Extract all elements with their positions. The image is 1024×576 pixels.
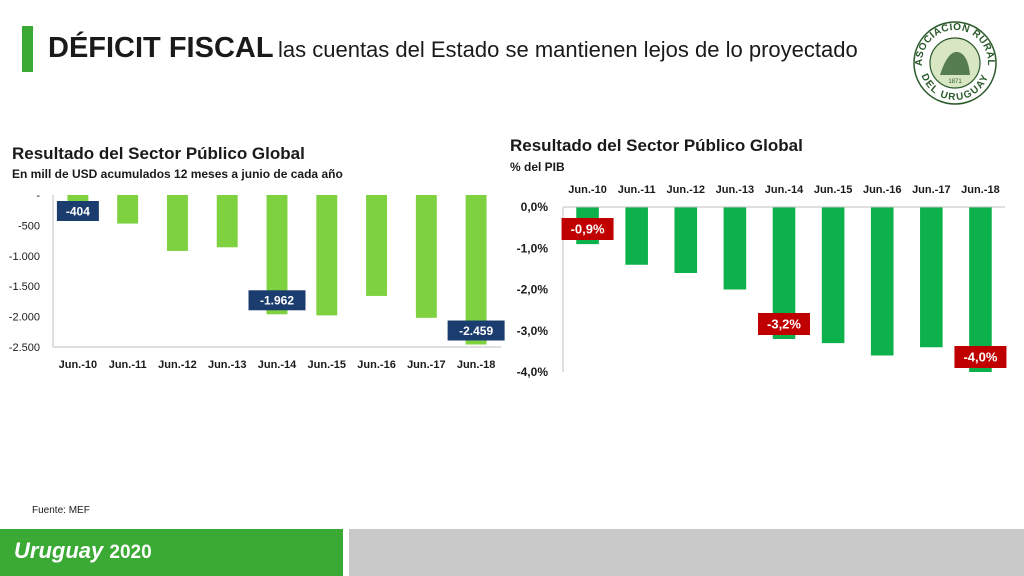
left-x-tick-label: Jun.-15 [308, 359, 347, 371]
right-y-tick-label: -4,0% [517, 365, 549, 379]
right-bar-jun-13 [723, 207, 747, 290]
right-x-tick-label: Jun.-16 [863, 184, 902, 196]
page-title: DÉFICIT FISCAL las cuentas del Estado se… [48, 32, 858, 65]
left-x-tick-label: Jun.-10 [59, 359, 98, 371]
right-y-tick-label: -2,0% [517, 283, 549, 297]
right-x-tick-label: Jun.-14 [765, 184, 804, 196]
right-x-tick-label: Jun.-15 [814, 184, 853, 196]
right-x-tick-label: Jun.-18 [961, 184, 1000, 196]
left-data-label-box [447, 320, 505, 341]
left-bar-jun-13 [216, 195, 238, 248]
right-bar-jun-18 [969, 207, 992, 372]
footer-brand-band [0, 529, 343, 576]
footer-brand: Uruguay 2020 [14, 538, 152, 564]
right-x-tick-label: Jun.-13 [716, 184, 755, 196]
left-x-tick-label: Jun.-12 [158, 359, 197, 371]
seal-figure-icon [940, 51, 970, 75]
left-bar-jun-15 [316, 195, 338, 316]
left-bar-jun-17 [415, 195, 437, 318]
right-chart-title: Resultado del Sector Público Global [510, 136, 803, 155]
footer-gray-band [349, 529, 1024, 576]
footer-brand-name: Uruguay [14, 538, 104, 563]
seal-logo: ASOCIACION RURAL DEL URUGUAY 1871 [913, 21, 997, 105]
left-x-tick-label: Jun.-14 [258, 359, 297, 371]
right-data-label-box [954, 346, 1007, 368]
page-title-bold: DÉFICIT FISCAL [48, 32, 274, 64]
right-y-tick-label: 0,0% [521, 200, 549, 214]
seal-logo-year: 1871 [948, 79, 962, 85]
right-bar-jun-17 [920, 207, 943, 348]
left-bar-jun-18 [465, 195, 487, 345]
left-x-tick-label: Jun.-18 [457, 359, 496, 371]
left-bar-jun-14 [266, 195, 288, 315]
right-data-label: -3,2% [767, 317, 801, 332]
right-bar-jun-15 [821, 207, 845, 344]
left-x-tick-label: Jun.-13 [208, 359, 247, 371]
left-bar-jun-11 [117, 195, 139, 224]
left-y-tick-label: -2.500 [9, 342, 40, 354]
source-note: Fuente: MEF [32, 505, 90, 516]
right-y-tick-label: -3,0% [517, 324, 549, 338]
right-x-tick-label: Jun.-10 [568, 184, 607, 196]
page-title-subtitle: las cuentas del Estado se mantienen lejo… [278, 37, 858, 62]
left-bar-jun-16 [366, 195, 388, 296]
left-bar-jun-12 [166, 195, 188, 251]
left-chart-title: Resultado del Sector Público Global [12, 144, 305, 163]
right-chart-subtitle: % del PIB [510, 160, 565, 174]
right-data-label-box [561, 218, 614, 240]
left-x-tick-label: Jun.-16 [357, 359, 396, 371]
footer-brand-year: 2020 [109, 542, 152, 563]
left-y-tick-label: -500 [18, 220, 40, 232]
right-bar-jun-14 [772, 207, 796, 339]
left-data-label: -1.962 [260, 294, 294, 308]
left-x-tick-label: Jun.-17 [407, 359, 446, 371]
left-y-tick-label: -1.500 [9, 281, 40, 293]
right-bar-jun-16 [870, 207, 894, 356]
left-data-label: -2.459 [459, 324, 493, 338]
left-data-label-box [56, 201, 99, 221]
right-bar-jun-11 [625, 207, 648, 265]
right-y-tick-label: -1,0% [517, 241, 549, 255]
left-y-tick-label: -1.000 [9, 251, 40, 263]
right-data-label-box [758, 313, 810, 335]
left-y-tick-label: - [36, 190, 40, 202]
left-data-label-box [248, 290, 306, 311]
left-data-label: -404 [66, 204, 90, 218]
left-x-tick-label: Jun.-11 [109, 359, 147, 371]
right-x-tick-label: Jun.-17 [912, 184, 951, 196]
right-x-tick-label: Jun.-12 [667, 184, 706, 196]
right-data-label: -4,0% [963, 350, 997, 365]
right-bar-jun-12 [674, 207, 698, 273]
left-chart-subtitle: En mill de USD acumulados 12 meses a jun… [12, 167, 343, 181]
right-data-label: -0,9% [571, 222, 605, 237]
right-x-tick-label: Jun.-11 [618, 184, 656, 196]
left-y-tick-label: -2.000 [9, 312, 40, 324]
title-accent-bar [22, 26, 33, 72]
